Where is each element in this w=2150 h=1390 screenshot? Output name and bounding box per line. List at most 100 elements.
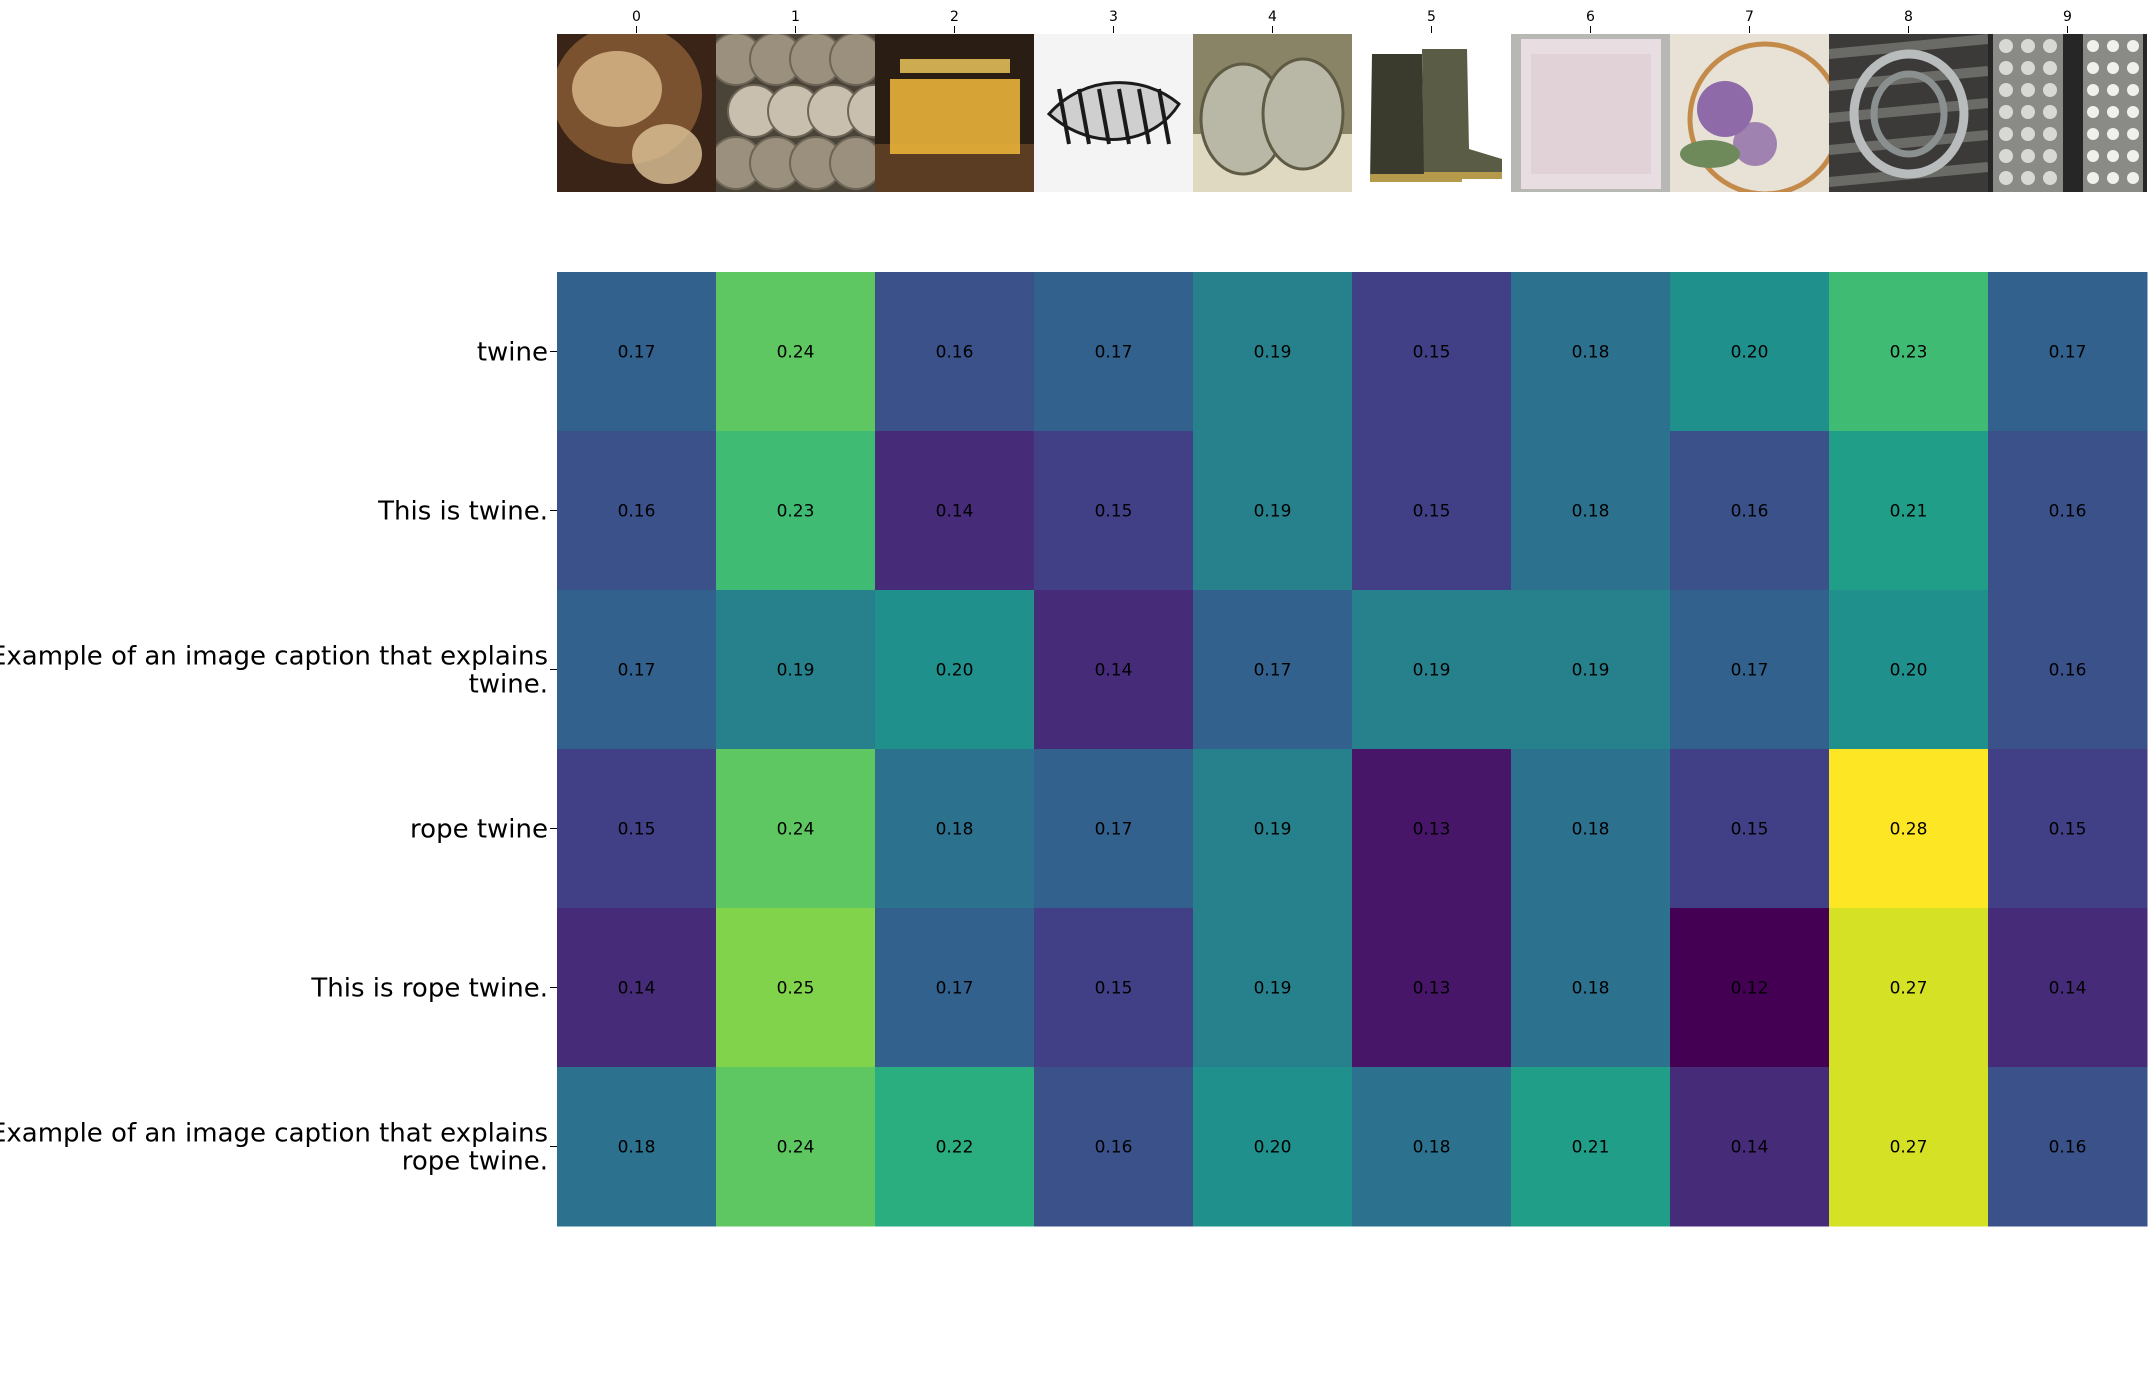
sneakers-photo-icon	[1193, 34, 1352, 192]
heatmap-cell	[875, 431, 1035, 591]
row-label: This is twine.	[377, 497, 548, 527]
cell-value-label: 0.23	[777, 502, 815, 522]
cell-value-label: 0.19	[1254, 502, 1292, 522]
cell-value-label: 0.17	[1731, 661, 1769, 681]
twine-balls-photo-icon	[716, 34, 875, 192]
row-label: twine	[477, 338, 548, 368]
cell-value-label: 0.19	[777, 661, 815, 681]
cell-value-label: 0.14	[1095, 661, 1133, 681]
heatmap-cell	[1829, 590, 1989, 750]
cell-value-label: 0.18	[1572, 979, 1610, 999]
cell-value-label: 0.19	[1572, 661, 1610, 681]
x-tick-label: 9	[2063, 9, 2072, 25]
cell-value-label: 0.13	[1413, 820, 1451, 840]
heatmap-cell	[1511, 749, 1671, 909]
heatmap-cell	[1670, 431, 1830, 591]
x-tick-label: 8	[1904, 9, 1913, 25]
heatmap-cell	[875, 908, 1035, 1068]
heatmap-cell	[1034, 1067, 1194, 1227]
heatmap-cell	[1511, 272, 1671, 432]
heatmap-cell	[1193, 431, 1353, 591]
cell-value-label: 0.20	[1731, 343, 1769, 363]
cell-value-label: 0.14	[1731, 1138, 1769, 1158]
heatmap-cell	[716, 749, 876, 909]
heatmap-cells: 0.17 0.24 0.16 0.17 0.19 0.15 0.18 0.20 0.23 0.17…	[557, 272, 2148, 1227]
x-tick-label: 0	[632, 9, 641, 25]
heatmap-cell	[1988, 431, 2148, 591]
heatmap-cell	[1511, 590, 1671, 750]
heatmap-cell	[1034, 749, 1194, 909]
heatmap-cell	[1829, 1067, 1989, 1227]
cell-value-label: 0.16	[1095, 1138, 1133, 1158]
cell-value-label: 0.21	[1890, 502, 1928, 522]
heatmap-cell	[1352, 1067, 1512, 1227]
cell-value-label: 0.15	[1413, 343, 1451, 363]
cell-value-label: 0.16	[2049, 661, 2087, 681]
cell-value-label: 0.19	[1254, 820, 1292, 840]
heatmap-cell	[1988, 908, 2148, 1068]
cell-value-label: 0.17	[2049, 343, 2087, 363]
heatmap-cell	[1193, 272, 1353, 432]
heatmap-cell	[1352, 590, 1512, 750]
cell-value-label: 0.17	[936, 979, 974, 999]
heatmap-cell	[1988, 272, 2148, 432]
x-axis-ticks: 0 1 2 3 4 5 6 7 8 9	[632, 9, 2072, 33]
cell-value-label: 0.13	[1413, 979, 1451, 999]
row-label: Example of an image caption that explain…	[0, 642, 548, 700]
coiled-rope-photo-icon	[1829, 34, 1988, 192]
cell-value-label: 0.18	[936, 820, 974, 840]
image-strip	[557, 34, 2147, 192]
x-tick-label: 3	[1109, 9, 1118, 25]
x-tick-label: 5	[1427, 9, 1436, 25]
heatmap-cell	[557, 272, 717, 432]
cell-value-label: 0.19	[1254, 343, 1292, 363]
cell-value-label: 0.14	[936, 502, 974, 522]
heatmap-cell	[875, 272, 1035, 432]
cell-value-label: 0.17	[1095, 820, 1133, 840]
heatmap-cell	[1670, 908, 1830, 1068]
cell-value-label: 0.16	[2049, 502, 2087, 522]
heatmap-cell	[557, 908, 717, 1068]
heatmap-cell	[1511, 431, 1671, 591]
row-label: Example of an image caption that explain…	[0, 1119, 548, 1177]
heatmap-cell	[1352, 749, 1512, 909]
cell-value-label: 0.20	[936, 661, 974, 681]
heatmap-cell	[1193, 908, 1353, 1068]
cell-value-label: 0.25	[777, 979, 815, 999]
heatmap-cell	[716, 590, 876, 750]
cell-value-label: 0.20	[1890, 661, 1928, 681]
cell-value-label: 0.24	[777, 820, 815, 840]
cell-value-label: 0.17	[1254, 661, 1292, 681]
cell-value-label: 0.22	[936, 1138, 974, 1158]
cell-value-label: 0.16	[2049, 1138, 2087, 1158]
cell-value-label: 0.19	[1413, 661, 1451, 681]
heatmap-cell	[716, 272, 876, 432]
heatmap-cell	[1988, 749, 2148, 909]
cell-value-label: 0.15	[618, 820, 656, 840]
cell-value-label: 0.19	[1254, 979, 1292, 999]
heatmap-cell	[1670, 1067, 1830, 1227]
cell-value-label: 0.17	[1095, 343, 1133, 363]
row-label: This is rope twine.	[310, 974, 548, 1004]
cell-value-label: 0.16	[1731, 502, 1769, 522]
cell-value-label: 0.23	[1890, 343, 1928, 363]
cell-value-label: 0.15	[1095, 979, 1133, 999]
heatmap-cell	[1511, 1067, 1671, 1227]
cell-value-label: 0.16	[936, 343, 974, 363]
cell-value-label: 0.20	[1254, 1138, 1292, 1158]
heatmap-cell	[557, 1067, 717, 1227]
heatmap-cell	[1193, 590, 1353, 750]
heatmap-cell	[875, 749, 1035, 909]
heatmap-cell	[1670, 590, 1830, 750]
heatmap-cell	[1352, 272, 1512, 432]
heatmap-cell	[557, 749, 717, 909]
x-tick-label: 2	[950, 9, 959, 25]
heatmap-cell	[1511, 908, 1671, 1068]
lace-photo-icon	[1988, 34, 2147, 192]
cell-value-label: 0.15	[2049, 820, 2087, 840]
cell-value-label: 0.24	[777, 343, 815, 363]
heatmap-cell	[1193, 1067, 1353, 1227]
heatmap-cell	[1829, 272, 1989, 432]
x-tick-label: 7	[1745, 9, 1754, 25]
